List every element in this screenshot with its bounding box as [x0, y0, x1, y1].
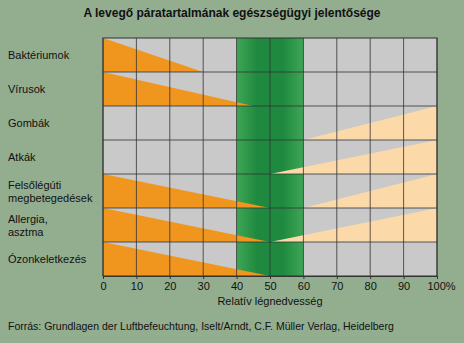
category-label: Ózonkeletkezés [8, 253, 87, 265]
tick: 50 [264, 276, 276, 292]
grid-line [403, 38, 404, 276]
tick-mark [270, 276, 271, 279]
grid-line [336, 38, 337, 276]
plot-background [103, 38, 437, 276]
tick-mark [337, 276, 338, 279]
tick: 90 [398, 276, 410, 292]
row-separator [103, 174, 437, 175]
increasing-wedge [270, 208, 437, 242]
decreasing-wedge [103, 242, 270, 276]
tick-mark [303, 276, 304, 279]
grid-line [136, 38, 137, 276]
tick: 40 [231, 276, 243, 292]
tick-label: 20 [164, 280, 176, 292]
tick-mark [237, 276, 238, 279]
tick-label: 100% [427, 280, 455, 292]
plot: 0 10 20 30 40 50 60 70 80 90 100% [100, 38, 455, 292]
tick-mark [170, 276, 171, 279]
tick-mark [103, 276, 104, 279]
tick: 60 [298, 276, 310, 292]
grid-line [303, 38, 304, 276]
tick-mark [437, 276, 438, 279]
tick-label: 10 [131, 280, 143, 292]
category-label: Allergia,asztma [8, 213, 48, 238]
tick: 100% [427, 276, 455, 292]
tick-mark [404, 276, 405, 279]
category-label: Felsőlégútimegbetegedések [8, 179, 93, 204]
tick: 80 [365, 276, 377, 292]
row-separator [103, 242, 437, 243]
row-separator [103, 208, 437, 209]
tick-mark [136, 276, 137, 279]
chart: A levegő páratartalmának egészségügyi je… [0, 0, 464, 343]
decreasing-wedge [103, 72, 253, 106]
tick: 20 [164, 276, 176, 292]
tick-label: 0 [100, 280, 106, 292]
tick-mark [370, 276, 371, 279]
marks [103, 38, 437, 276]
decreasing-wedge [103, 38, 203, 72]
source-note: Forrás: Grundlagen der Luftbefeuchtung, … [8, 320, 394, 332]
grid-line [203, 38, 204, 276]
decreasing-wedge [103, 208, 270, 242]
decreasing-wedge [103, 174, 270, 208]
title: A levegő páratartalmának egészségügyi je… [83, 6, 380, 20]
tick: 0 [100, 276, 106, 292]
x-axis-title: Relatív légnedvesség [217, 295, 322, 307]
category-label: Vírusok [8, 83, 46, 95]
row-separator [103, 106, 437, 107]
tick: 70 [331, 276, 343, 292]
tick-label: 30 [198, 280, 210, 292]
x-axis: 0 10 20 30 40 50 60 70 80 90 100% [100, 276, 455, 292]
row-separator [103, 140, 437, 141]
grid-line [236, 38, 237, 276]
tick: 30 [198, 276, 210, 292]
tick-label: 50 [264, 280, 276, 292]
tick-label: 40 [231, 280, 243, 292]
category-label: Baktériumok [8, 49, 70, 61]
plot-frame [103, 38, 437, 276]
tick-label: 90 [398, 280, 410, 292]
row-separator [103, 72, 437, 73]
tick-label: 60 [298, 280, 310, 292]
tick-mark [203, 276, 204, 279]
grid-line [370, 38, 371, 276]
tick: 10 [131, 276, 143, 292]
grid-line [169, 38, 170, 276]
tick-label: 70 [331, 280, 343, 292]
tick-label: 80 [365, 280, 377, 292]
grid-line [270, 38, 271, 276]
category-label: Gombák [8, 117, 50, 129]
increasing-wedge [270, 140, 437, 174]
category-label: Atkák [8, 151, 36, 163]
